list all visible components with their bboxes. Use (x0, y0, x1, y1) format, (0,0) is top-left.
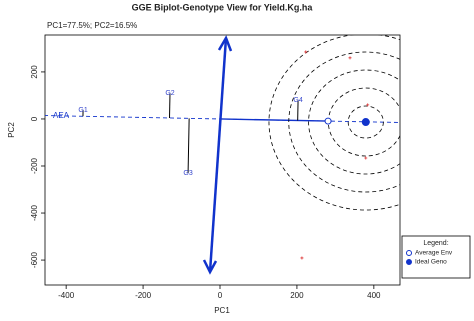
plot-area (45, 35, 400, 211)
environment-point (348, 56, 352, 60)
atc-arrowhead (202, 259, 218, 275)
legend: Legend: (401, 235, 471, 279)
legend-marker (406, 259, 412, 265)
average-environment (324, 117, 332, 125)
x-tick-label: 0 (218, 291, 223, 300)
environment-point (366, 103, 370, 107)
distance-circle (288, 51, 400, 193)
y-tick-label: -600 (30, 252, 39, 269)
chart-subtitle: PC1=77.5%; PC2=16.5% (47, 21, 137, 30)
x-tick-label: -200 (135, 291, 152, 300)
y-tick-label: -400 (30, 204, 39, 221)
legend-marker (406, 250, 412, 256)
y-tick-label: 200 (30, 65, 39, 79)
legend-title: Legend: (423, 240, 448, 247)
chart-title: GGE Biplot-Genotype View for Yield.Kg.ha (132, 2, 314, 12)
aea-label: AEA (53, 111, 70, 120)
genotype-marker: G1 (78, 107, 87, 114)
environment-point (364, 156, 368, 160)
legend-box (401, 235, 471, 279)
legend-label: Ideal Geno (415, 259, 447, 266)
environment-point (304, 50, 308, 54)
distance-circle (308, 69, 400, 175)
x-tick-label: 400 (367, 291, 381, 300)
environment-point (300, 256, 304, 260)
y-tick-label: 0 (30, 116, 39, 121)
distance-circle (347, 105, 384, 139)
x-axis-label: PC1 (214, 306, 230, 315)
projection-line (187, 118, 190, 174)
y-axis-label: PC2 (7, 122, 16, 138)
genotype-marker: G3 (183, 170, 192, 177)
x-tick-label: -400 (58, 291, 75, 300)
ideal-genotype (361, 118, 370, 127)
legend-label: Average Env (415, 250, 453, 257)
distance-circle (268, 35, 400, 211)
y-tick-label: -200 (30, 157, 39, 174)
x-tick-label: 200 (290, 291, 304, 300)
atc-axis (208, 37, 228, 273)
aea-vector (219, 118, 329, 122)
genotype-marker: G4 (293, 97, 302, 104)
atc-arrowhead (217, 35, 233, 52)
genotype-marker: G2 (165, 90, 174, 97)
plot-frame (44, 34, 401, 286)
